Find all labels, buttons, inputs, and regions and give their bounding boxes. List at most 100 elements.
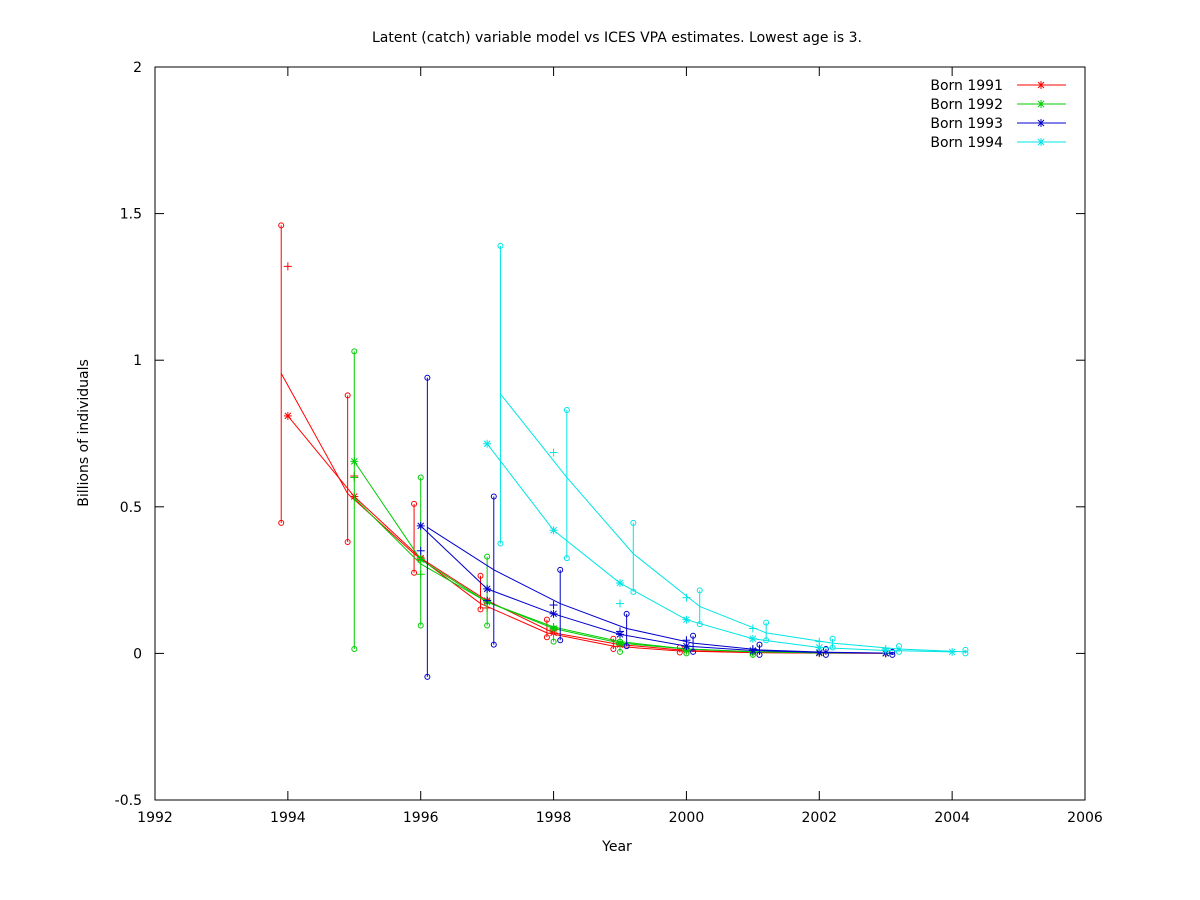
error-bar-high-marker (351, 348, 358, 355)
x-axis-label: Year (601, 839, 632, 855)
x-axis-ticks: 1992 1994 1996 1998 2000 2002 2004 2006 (137, 67, 1103, 826)
legend-label: Born 1992 (930, 97, 1003, 113)
error-bar-low-marker (477, 606, 484, 613)
error-bar-low-marker (756, 651, 763, 658)
error-bar-high-marker (630, 519, 637, 526)
error-bar-low-marker (617, 648, 623, 655)
legend: Born 1991 Born 1992 Born 1993 Born 1994 (930, 78, 1066, 151)
error-bar-high-marker (543, 616, 550, 623)
error-bar-low-marker (550, 638, 557, 645)
x-tick-label: 2004 (934, 810, 970, 826)
data-point (483, 439, 492, 448)
data-point (815, 648, 824, 657)
series-layer (278, 222, 969, 680)
error-bar-high-marker (497, 242, 504, 249)
series-line (353, 461, 886, 654)
observed-marker (483, 596, 492, 605)
error-bar-low-marker (497, 540, 504, 547)
error-bar-high-marker (417, 474, 424, 481)
legend-label: Born 1993 (930, 116, 1003, 132)
error-bar-high-marker (484, 553, 491, 560)
error-bar-high-marker (889, 648, 896, 655)
error-bar-low-marker (424, 673, 431, 680)
series-line (420, 525, 886, 654)
series-1 (278, 222, 890, 658)
model-line (500, 393, 966, 653)
error-bar-low-marker (344, 538, 351, 545)
error-bar-low-marker (484, 622, 491, 629)
data-point (616, 579, 624, 588)
error-bar-low-marker (411, 569, 418, 576)
model-line (427, 526, 893, 654)
observed-marker (748, 645, 757, 654)
error-bar-high-marker (690, 632, 697, 639)
error-bar-high-marker (822, 646, 829, 653)
x-tick-label: 1998 (536, 810, 572, 826)
x-tick-label: 2006 (1067, 810, 1103, 826)
observed-marker (416, 546, 425, 555)
error-bar-high-marker (477, 572, 484, 579)
error-bar-high-marker (563, 407, 570, 414)
observed-marker (350, 473, 359, 482)
y-tick-label: -0.5 (115, 793, 142, 809)
error-bar-high-marker (962, 646, 969, 653)
error-bar-high-marker (623, 610, 630, 617)
error-bar-high-marker (278, 222, 285, 229)
error-bar-high-marker (829, 635, 836, 642)
series-4 (483, 242, 969, 657)
error-bar-low-marker (563, 555, 570, 562)
error-bar-low-marker (490, 641, 497, 648)
data-point (748, 634, 757, 643)
observed-marker (549, 623, 558, 632)
data-point (416, 555, 425, 564)
error-bar-low-marker (351, 646, 358, 653)
observed-marker (616, 599, 624, 608)
observed-marker (881, 645, 890, 654)
error-bar-low-marker (543, 634, 550, 641)
error-bar-high-marker (763, 619, 770, 626)
series-3 (416, 374, 896, 680)
error-bar-low-marker (962, 650, 969, 657)
data-point (483, 584, 492, 593)
error-bar-low-marker (278, 519, 285, 526)
series-line (287, 415, 886, 654)
legend-label: Born 1991 (930, 78, 1003, 94)
error-bar-high-marker (696, 587, 703, 594)
data-point (549, 526, 558, 535)
legend-label: Born 1994 (930, 135, 1003, 151)
plot-frame (154, 66, 1086, 801)
error-bar-low-marker (557, 637, 564, 644)
error-bar-high-marker (756, 641, 763, 648)
legend-marker (1037, 138, 1045, 146)
legend-marker (1037, 119, 1045, 127)
model-line (353, 497, 820, 654)
series-2 (350, 348, 890, 658)
error-bar-low-marker (690, 648, 697, 655)
error-bar-high-marker (411, 500, 418, 507)
legend-marker (1037, 100, 1045, 108)
observed-marker (616, 627, 624, 636)
x-tick-label: 2000 (669, 810, 705, 826)
data-point (948, 647, 957, 656)
data-point (350, 457, 359, 466)
error-bar-low-marker (623, 643, 630, 650)
data-point (682, 615, 691, 624)
x-tick-label: 1996 (403, 810, 439, 826)
x-tick-label: 2002 (801, 810, 837, 826)
observed-marker (815, 637, 824, 646)
error-bar-high-marker (344, 392, 351, 399)
observed-marker (682, 593, 691, 602)
data-point (416, 521, 425, 530)
y-tick-label: 1.5 (120, 207, 142, 223)
error-bar-high-marker (424, 374, 431, 381)
x-tick-label: 1992 (137, 810, 173, 826)
observed-marker (549, 601, 558, 610)
data-point (283, 411, 292, 420)
y-tick-label: 0.5 (120, 500, 142, 516)
observed-marker (283, 262, 292, 271)
y-axis-ticks: -0.5 0 0.5 1 1.5 2 (115, 60, 1085, 809)
y-axis-label: Billions of individuals (76, 359, 92, 507)
chart-title: Latent (catch) variable model vs ICES VP… (372, 30, 862, 46)
error-bar-high-marker (490, 493, 497, 500)
